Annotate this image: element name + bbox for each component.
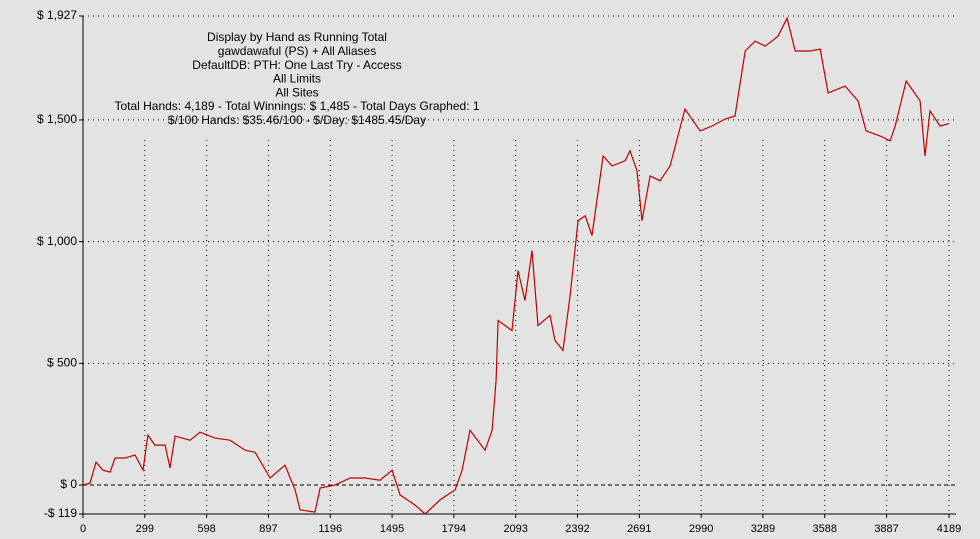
y-tick-label: $ 500 [47,356,77,370]
x-tick-label: 2691 [627,523,651,535]
x-tick-label: 4189 [937,523,961,535]
x-tick-label: 2093 [503,523,527,535]
x-tick-label: 598 [197,523,215,535]
x-tick-label: 897 [259,523,277,535]
data-line [82,16,950,515]
annotation: Display by Hand as Running Total [207,30,387,44]
x-tick-label: 2990 [689,523,713,535]
annotation: gawdawaful (PS) + All Aliases [218,44,376,58]
annotation: $/100 Hands: $35.46/100 - $/Day: $1485.4… [168,113,426,127]
y-tick-label: -$ 119 [44,506,77,520]
x-tick-label: 3887 [874,523,898,535]
annotation: All Limits [273,72,321,86]
x-tick-label: 0 [80,523,86,535]
x-tick-label: 1196 [318,523,342,535]
x-tick-label: 3289 [751,523,775,535]
x-tick-label: 1794 [442,523,466,535]
y-tick-label: $ 1,927 [37,8,77,22]
annotation: Total Hands: 4,189 - Total Winnings: $ 1… [114,99,479,113]
annotation: All Sites [275,85,318,99]
x-tick-label: 1495 [380,523,404,535]
y-tick-label: $ 1,000 [37,234,77,248]
x-tick-label: 2392 [565,523,589,535]
x-tick-label: 299 [136,523,154,535]
y-tick-label: $ 1,500 [37,112,77,126]
annotation: DefaultDB: PTH: One Last Try - Access [192,58,401,72]
x-tick-label: 3588 [813,523,837,535]
y-tick-label: $ 0 [60,477,77,491]
